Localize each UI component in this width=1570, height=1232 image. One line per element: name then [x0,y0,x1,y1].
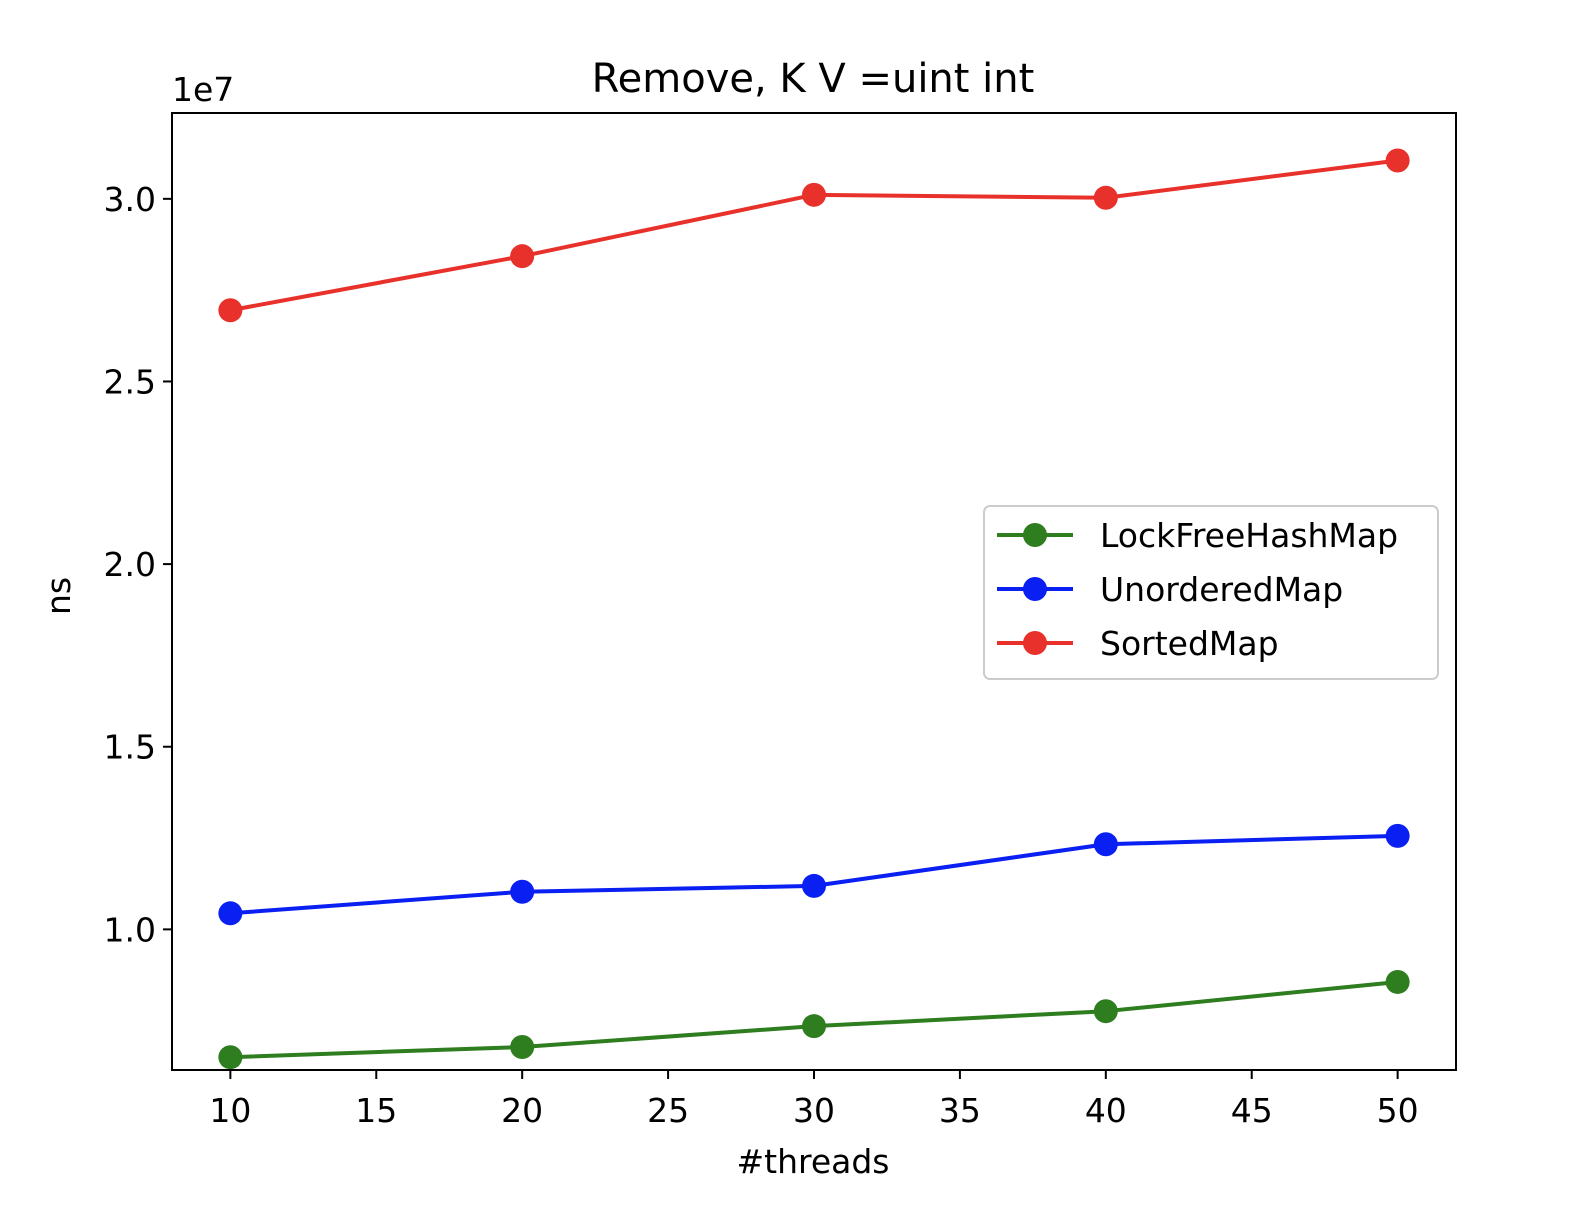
data-point [802,1014,826,1039]
legend-label: LockFreeHashMap [1100,516,1398,555]
y-tick-label: 2.5 [104,362,156,401]
axis-ticks: 10 15 20 25 30 35 40 45 50 1.0 1.5 2.0 2.5 3.0 [104,180,1419,1130]
data-point [510,1034,535,1059]
chart-title: Remove, K V =uint int [592,56,1035,102]
legend-label: SortedMap [1100,624,1279,663]
legend: LockFreeHashMap UnorderedMap SortedMap [983,505,1439,680]
x-tick-label: 30 [793,1091,835,1130]
data-point [1093,185,1118,210]
data-point [218,901,243,926]
x-tick-label: 35 [939,1091,981,1130]
x-tick-label: 45 [1231,1091,1273,1130]
data-point [802,182,826,207]
data-point [1385,148,1410,173]
y-tick-label: 3.0 [104,180,156,219]
y-tick-label: 1.0 [104,910,156,949]
data-point [1093,999,1118,1024]
plot-frame [171,112,1457,1071]
data-point [510,244,535,269]
x-axis-label: #threads [736,1142,889,1181]
data-point [218,298,243,323]
y-tick-label: 1.5 [104,728,156,767]
x-tick-label: 25 [647,1091,689,1130]
x-tick-label: 15 [355,1091,397,1130]
legend-box [983,505,1439,680]
y-axis-label: ns [39,577,78,615]
legend-label: UnorderedMap [1100,570,1343,609]
y-tick-label: 2.0 [104,545,156,584]
data-point [510,879,535,904]
data-point [802,873,826,898]
data-point [1385,823,1410,848]
x-tick-label: 10 [209,1091,251,1130]
data-point [1385,969,1410,994]
data-point [1093,832,1118,857]
y-offset-label: 1e7 [172,70,234,109]
legend-marker [1023,577,1047,601]
legend-marker [1023,631,1047,655]
legend-marker [1023,523,1047,547]
data-point [218,1045,243,1070]
x-tick-label: 50 [1377,1091,1419,1130]
x-tick-label: 40 [1085,1091,1127,1130]
x-tick-label: 20 [501,1091,543,1130]
plot-area [218,148,1410,1070]
